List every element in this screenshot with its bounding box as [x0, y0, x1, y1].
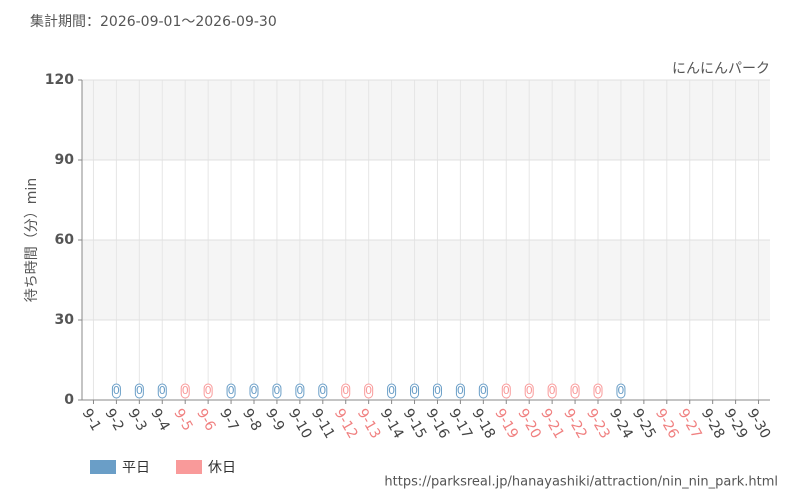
value-label: 0 — [205, 384, 212, 397]
x-tick-label: 9-16 — [423, 406, 453, 442]
value-label-box — [295, 383, 305, 399]
y-tick-label: 90 — [55, 152, 75, 168]
value-label: 0 — [434, 384, 441, 397]
x-tick-label: 9-5 — [170, 406, 195, 434]
x-tick-label: 9-28 — [698, 406, 728, 442]
value-label: 0 — [113, 384, 120, 397]
x-tick-label: 9-13 — [354, 406, 384, 442]
x-tick-label: 9-30 — [744, 406, 774, 442]
value-label: 0 — [572, 384, 579, 397]
value-label-box — [616, 383, 626, 399]
x-tick-label: 9-17 — [445, 406, 475, 442]
value-label: 0 — [595, 384, 602, 397]
value-label-box — [226, 383, 236, 399]
value-label: 0 — [388, 384, 395, 397]
x-tick-label: 9-25 — [629, 406, 659, 442]
value-label: 0 — [526, 384, 533, 397]
x-tick-label: 9-8 — [239, 406, 264, 434]
value-label-box — [432, 383, 442, 399]
value-label-box — [272, 383, 282, 399]
value-label: 0 — [319, 384, 326, 397]
chart-title: 集計期間：2026-09-01～2026-09-30 — [30, 13, 277, 30]
value-label: 0 — [342, 384, 349, 397]
x-tick-label: 9-20 — [514, 406, 544, 442]
value-label-box — [318, 383, 328, 399]
value-label-box — [410, 383, 420, 399]
y-tick-label: 0 — [64, 392, 74, 408]
value-label: 0 — [365, 384, 372, 397]
x-tick-label: 9-21 — [537, 406, 567, 442]
x-tick-label: 9-11 — [308, 406, 338, 442]
value-label-box — [203, 383, 213, 399]
x-tick-label: 9-27 — [675, 406, 705, 442]
x-tick-label: 9-12 — [331, 406, 361, 442]
value-label-box — [478, 383, 488, 399]
value-label: 0 — [503, 384, 510, 397]
value-label-box — [387, 383, 397, 399]
x-tick-label: 9-7 — [216, 406, 241, 434]
value-label-box — [593, 383, 603, 399]
value-label: 0 — [251, 384, 258, 397]
x-tick-label: 9-24 — [606, 406, 636, 442]
x-tick-label: 9-1 — [79, 406, 104, 434]
value-label: 0 — [182, 384, 189, 397]
y-tick-label: 30 — [55, 312, 75, 328]
x-tick-label: 9-26 — [652, 406, 682, 442]
value-label: 0 — [136, 384, 143, 397]
x-tick-label: 9-29 — [721, 406, 751, 442]
value-label-box — [111, 383, 121, 399]
x-tick-label: 9-3 — [124, 406, 149, 434]
x-tick-label: 9-23 — [583, 406, 613, 442]
x-tick-label: 9-9 — [262, 406, 287, 434]
plot-band — [82, 240, 770, 320]
value-label: 0 — [273, 384, 280, 397]
value-label-box — [157, 383, 167, 399]
x-tick-label: 9-2 — [101, 406, 126, 434]
x-tick-label: 9-22 — [560, 406, 590, 442]
x-tick-label: 9-6 — [193, 406, 218, 434]
x-tick-label: 9-19 — [491, 406, 521, 442]
value-label-box — [524, 383, 534, 399]
plot-band — [82, 80, 770, 160]
legend-label: 平日 — [122, 460, 150, 476]
x-tick-label: 9-10 — [285, 406, 315, 442]
y-tick-label: 120 — [45, 72, 74, 88]
value-label-box — [249, 383, 259, 399]
value-label-box — [570, 383, 580, 399]
legend-swatch — [90, 460, 116, 474]
value-label-box — [455, 383, 465, 399]
source-url: https://parksreal.jp/hanayashiki/attract… — [384, 475, 778, 490]
value-label: 0 — [549, 384, 556, 397]
value-label-box — [180, 383, 190, 399]
chart-subtitle: にんにんパーク — [672, 61, 770, 77]
value-label: 0 — [617, 384, 624, 397]
value-label-box — [501, 383, 511, 399]
x-tick-label: 9-4 — [147, 406, 172, 434]
value-label-box — [547, 383, 557, 399]
y-axis-label: 待ち時間（分）min — [24, 178, 40, 302]
legend-swatch — [176, 460, 202, 474]
value-label: 0 — [159, 384, 166, 397]
x-tick-label: 9-15 — [400, 406, 430, 442]
value-label: 0 — [457, 384, 464, 397]
value-label-box — [134, 383, 144, 399]
y-tick-label: 60 — [55, 232, 75, 248]
value-label: 0 — [296, 384, 303, 397]
x-tick-label: 9-18 — [468, 406, 498, 442]
value-label: 0 — [411, 384, 418, 397]
legend-label: 休日 — [208, 460, 236, 476]
x-tick-label: 9-14 — [377, 406, 407, 442]
value-label-box — [364, 383, 374, 399]
value-label: 0 — [228, 384, 235, 397]
value-label-box — [341, 383, 351, 399]
value-label: 0 — [480, 384, 487, 397]
